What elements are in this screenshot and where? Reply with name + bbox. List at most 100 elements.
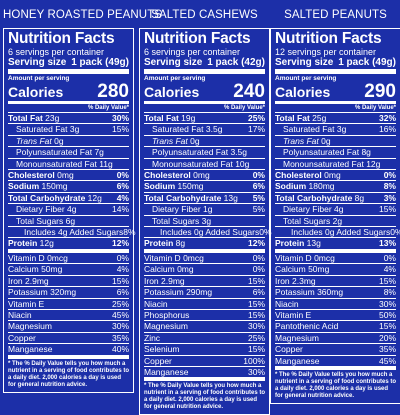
nutrient-name: Polyunsaturated Fat xyxy=(283,147,360,158)
nutrient-label: Monounsaturated Fat 11g xyxy=(16,159,113,169)
nutrient-daily-value: 5% xyxy=(252,204,265,215)
label-column-honey-roasted-peanuts: HONEY ROASTED PEANUTS Nutrition Facts 6 se… xyxy=(3,0,162,393)
nutrient-daily-value: 15% xyxy=(247,275,265,286)
nutrient-name: Cholesterol xyxy=(275,170,322,181)
nutrient-daily-value: 5% xyxy=(252,192,265,203)
nutrient-label: Calcium 50mg xyxy=(275,264,329,274)
nutrient-name: Manganese xyxy=(144,366,189,377)
nutrient-row: Saturated Fat 3.5g 17% xyxy=(144,124,265,136)
nutrient-amount: 11g xyxy=(99,158,113,169)
nutrition-facts-title: Nutrition Facts xyxy=(8,30,115,47)
serving-size-row: Serving size 1 pack (49g) xyxy=(8,57,129,74)
nutrient-label: Copper xyxy=(144,356,172,366)
nutrient-label: Copper xyxy=(8,333,36,343)
nutrient-row: Total Sugars 2g xyxy=(275,216,396,228)
nutrient-label: Saturated Fat 3g xyxy=(283,124,346,134)
daily-value-header: % Daily Value* xyxy=(8,104,129,113)
nutrient-daily-value: 12% xyxy=(247,238,265,249)
nutrient-daily-value: 8% xyxy=(383,181,396,192)
nutrient-name: Polyunsaturated Fat xyxy=(152,147,229,158)
nutrient-row: Manganese 45% xyxy=(275,356,396,370)
calories-value: 240 xyxy=(233,81,265,102)
nutrient-name: Saturated Fat xyxy=(152,124,204,135)
nutrient-daily-value: 8% xyxy=(123,227,136,238)
daily-value-header: % Daily Value* xyxy=(275,104,396,113)
nutrient-name: Total Fat xyxy=(275,113,310,123)
nutrient-label: Trans Fat 0g xyxy=(152,136,200,146)
nutrient-row: Copper 35% xyxy=(275,344,396,356)
servings-per-container: 12 servings per container xyxy=(275,47,377,57)
nutrient-daily-value: 8% xyxy=(383,287,396,298)
nutrient-name: Monounsaturated Fat xyxy=(16,158,97,169)
nutrient-name: Cholesterol xyxy=(8,170,55,181)
nutrient-row: Niacin 30% xyxy=(275,299,396,310)
nutrient-name: Calcium xyxy=(275,264,306,275)
nutrient-row: Protein 8g 12% xyxy=(144,238,265,253)
nutrient-row: Copper 100% xyxy=(144,356,265,367)
nutrient-amount: 7g xyxy=(94,147,104,158)
nutrient-daily-value: 15% xyxy=(378,275,396,286)
nutrient-amount: 8g xyxy=(175,238,186,249)
calories-row: Calories 290 xyxy=(275,82,396,104)
nutrient-daily-value: 0% xyxy=(116,170,129,181)
nutrient-label: Magnesium xyxy=(275,333,319,343)
nutrient-amount: 0g xyxy=(190,135,200,146)
nutrient-label: Total Carbohydrate 13g xyxy=(144,193,238,203)
nutrient-name: Includes 0g Added Sugars xyxy=(291,227,391,238)
nutrient-daily-value: 15% xyxy=(378,321,396,332)
nutrient-row: Calcium 50mg 4% xyxy=(8,264,129,276)
nutrient-name: Niacin xyxy=(275,298,299,309)
nutrient-name: Pantothenic Acid xyxy=(275,321,339,332)
nutrient-name: Cholesterol xyxy=(144,170,191,181)
nutrient-label: Niacin xyxy=(144,299,168,309)
nutrient-row: Total Carbohydrate 8g 3% xyxy=(275,193,396,205)
nutrient-label: Protein 8g xyxy=(144,238,185,248)
nutrient-name: Sodium xyxy=(8,181,40,192)
nutrient-row: Includes 4g Added Sugars 8% xyxy=(8,227,136,239)
amount-per-serving: Amount per serving xyxy=(8,75,70,82)
nutrient-row: Vitamin D 0mcg 0% xyxy=(144,253,265,265)
nutrient-amount: 3g xyxy=(201,215,212,226)
nutrient-name: Iron xyxy=(8,275,23,286)
calories-row: Calories 240 xyxy=(144,81,265,104)
nutrient-amount: 2.9mg xyxy=(25,275,49,286)
nutrient-label: Polyunsaturated Fat 8g xyxy=(283,147,371,157)
nutrient-daily-value: 4% xyxy=(383,264,396,275)
nutrient-label: Trans Fat 0g xyxy=(16,136,64,146)
nutrient-daily-value: 4% xyxy=(116,192,129,203)
nutrient-amount: 0mg xyxy=(324,170,341,181)
nutrient-name: Dietary Fiber xyxy=(16,204,65,215)
nutrient-amount: 0mg xyxy=(177,264,194,275)
nutrient-row: Vitamin E 50% xyxy=(275,309,396,322)
nutrient-label: Polyunsaturated Fat 3.5g xyxy=(152,147,247,157)
nutrient-row: Manganese 30% xyxy=(144,366,265,382)
nutrient-row: Saturated Fat 3g 16% xyxy=(275,124,396,136)
daily-value-footnote: * The % Daily Value tells you how much a… xyxy=(144,383,265,411)
nutrient-amount: 150mg xyxy=(41,181,68,192)
nutrient-amount: 4g xyxy=(67,204,77,215)
nutrient-amount: 0mcg xyxy=(314,252,335,263)
nutrient-label: Calcium 50mg xyxy=(8,264,62,274)
nutrient-amount: 2.9mg xyxy=(161,275,185,286)
nutrient-name: Total Fat xyxy=(8,113,43,123)
nutrient-row: Sodium 150mg 6% xyxy=(144,181,265,193)
nutrient-daily-value: 45% xyxy=(111,309,129,320)
nutrient-daily-value: 32% xyxy=(378,113,396,123)
nutrient-row: Niacin 45% xyxy=(8,309,129,322)
nutrient-daily-value: 14% xyxy=(111,204,129,215)
nutrient-daily-value: 15% xyxy=(247,344,265,355)
nutrient-daily-value: 6% xyxy=(252,287,265,298)
nutrient-label: Sodium 180mg xyxy=(275,181,335,191)
nutrient-amount: 360mg xyxy=(317,287,344,298)
calories-label: Calories xyxy=(144,84,200,100)
nutrient-daily-value: 50% xyxy=(378,309,396,320)
nutrient-label: Saturated Fat 3g xyxy=(16,124,79,134)
nutrient-row: Cholesterol 0mg 0% xyxy=(8,170,129,182)
nutrient-amount: 1g xyxy=(203,204,213,215)
nutrient-label: Potassium 290mg xyxy=(144,287,212,297)
nutrient-daily-value: 16% xyxy=(378,124,396,135)
nutrient-row: Dietary Fiber 4g 14% xyxy=(8,204,129,216)
nutrient-row: Magnesium 20% xyxy=(275,333,396,345)
nutrient-daily-value: 25% xyxy=(247,332,265,343)
serving-size-value: 1 pack (49g) xyxy=(71,57,129,68)
